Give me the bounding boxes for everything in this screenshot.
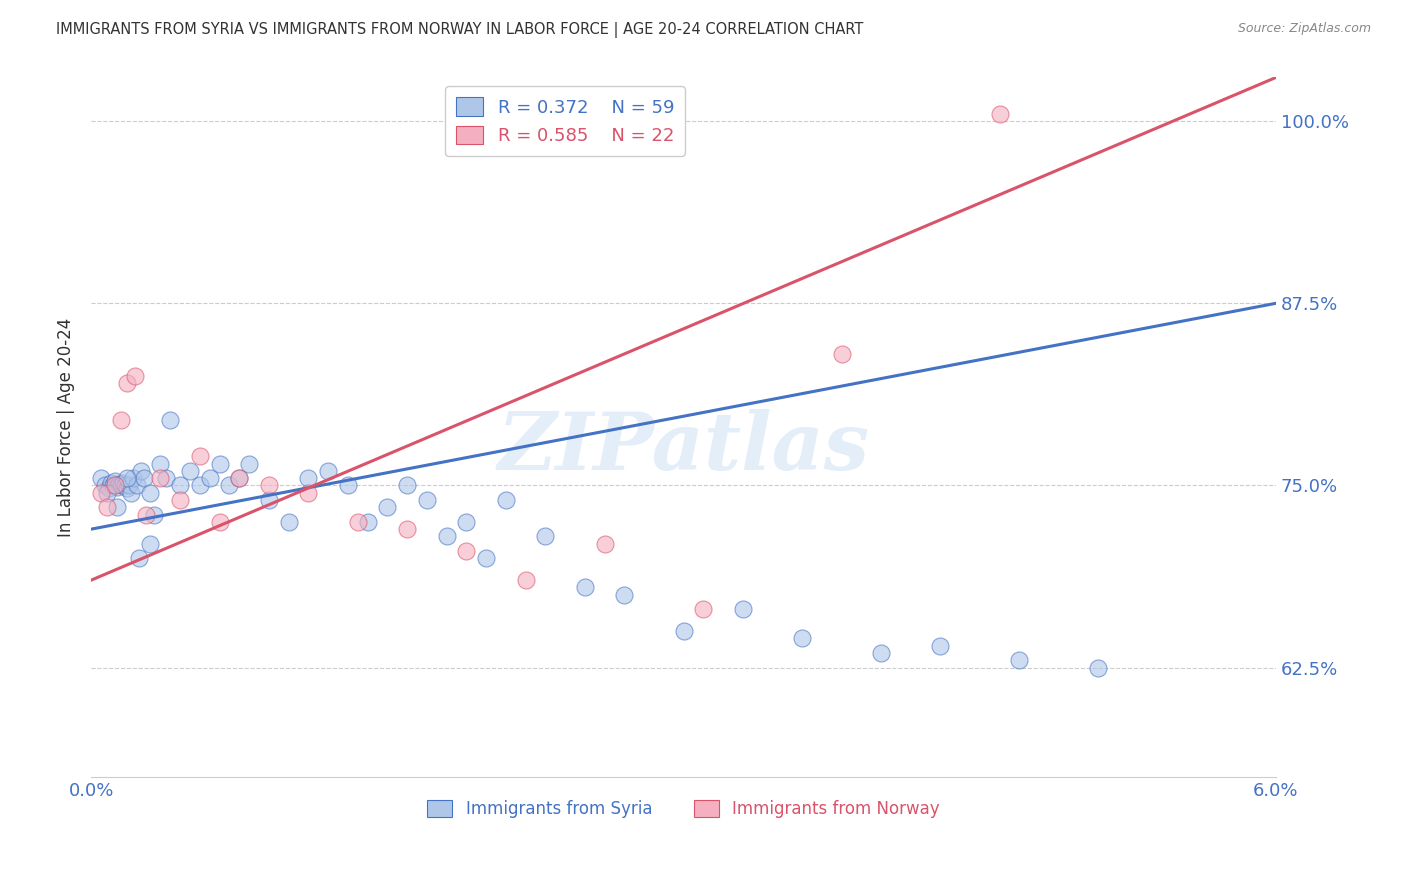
Point xyxy=(94,478,117,492)
Point xyxy=(346,515,368,529)
Point xyxy=(228,471,250,485)
Point xyxy=(188,450,211,464)
Point xyxy=(396,522,419,536)
Point xyxy=(115,471,138,485)
Point xyxy=(988,107,1011,121)
Point xyxy=(416,493,439,508)
Point xyxy=(97,481,120,495)
Text: ZIPatlas: ZIPatlas xyxy=(498,409,870,487)
Point xyxy=(121,471,143,485)
Point xyxy=(90,471,112,485)
Point xyxy=(90,485,112,500)
Point xyxy=(115,376,138,391)
Point xyxy=(198,471,221,485)
Point xyxy=(159,413,181,427)
Point xyxy=(179,464,201,478)
Point xyxy=(124,369,146,384)
Point xyxy=(831,347,853,361)
Point xyxy=(228,471,250,485)
Point xyxy=(129,464,152,478)
Point xyxy=(534,529,557,543)
Point xyxy=(105,500,128,515)
Point xyxy=(143,508,166,522)
Point xyxy=(731,602,754,616)
Point xyxy=(238,457,260,471)
Point xyxy=(134,471,156,485)
Point xyxy=(692,602,714,616)
Point xyxy=(377,500,399,515)
Point xyxy=(96,500,118,515)
Point xyxy=(436,529,458,543)
Point xyxy=(169,478,191,492)
Point xyxy=(672,624,695,639)
Legend: Immigrants from Syria, Immigrants from Norway: Immigrants from Syria, Immigrants from N… xyxy=(420,793,946,824)
Point xyxy=(96,485,118,500)
Point xyxy=(456,544,478,558)
Point xyxy=(456,515,478,529)
Point xyxy=(495,493,517,508)
Point xyxy=(105,480,128,494)
Point xyxy=(104,478,127,492)
Point xyxy=(104,474,127,488)
Point xyxy=(593,537,616,551)
Point xyxy=(120,485,142,500)
Point xyxy=(149,457,172,471)
Point xyxy=(257,493,280,508)
Point xyxy=(613,588,636,602)
Point xyxy=(297,471,319,485)
Point xyxy=(115,481,138,495)
Point xyxy=(149,471,172,485)
Point xyxy=(208,457,231,471)
Point xyxy=(257,478,280,492)
Text: IMMIGRANTS FROM SYRIA VS IMMIGRANTS FROM NORWAY IN LABOR FORCE | AGE 20-24 CORRE: IMMIGRANTS FROM SYRIA VS IMMIGRANTS FROM… xyxy=(56,22,863,38)
Point xyxy=(870,646,893,660)
Point xyxy=(100,475,122,490)
Point xyxy=(218,478,240,492)
Point xyxy=(155,471,177,485)
Point xyxy=(1008,653,1031,667)
Point xyxy=(297,485,319,500)
Point xyxy=(515,573,537,587)
Point xyxy=(110,478,132,492)
Point xyxy=(118,478,141,492)
Point xyxy=(574,581,596,595)
Point xyxy=(277,515,299,529)
Point xyxy=(139,485,162,500)
Text: Source: ZipAtlas.com: Source: ZipAtlas.com xyxy=(1237,22,1371,36)
Point xyxy=(107,477,129,491)
Point xyxy=(111,475,134,490)
Point xyxy=(110,413,132,427)
Point xyxy=(336,478,359,492)
Point xyxy=(188,478,211,492)
Point xyxy=(135,508,157,522)
Point xyxy=(356,515,378,529)
Point xyxy=(790,632,813,646)
Point xyxy=(101,478,124,492)
Y-axis label: In Labor Force | Age 20-24: In Labor Force | Age 20-24 xyxy=(58,318,75,537)
Point xyxy=(316,464,339,478)
Point xyxy=(475,551,498,566)
Point xyxy=(114,478,136,492)
Point xyxy=(139,537,162,551)
Point xyxy=(125,478,148,492)
Point xyxy=(169,493,191,508)
Point xyxy=(208,515,231,529)
Point xyxy=(1087,660,1109,674)
Point xyxy=(128,551,150,566)
Point xyxy=(929,639,952,653)
Point xyxy=(396,478,419,492)
